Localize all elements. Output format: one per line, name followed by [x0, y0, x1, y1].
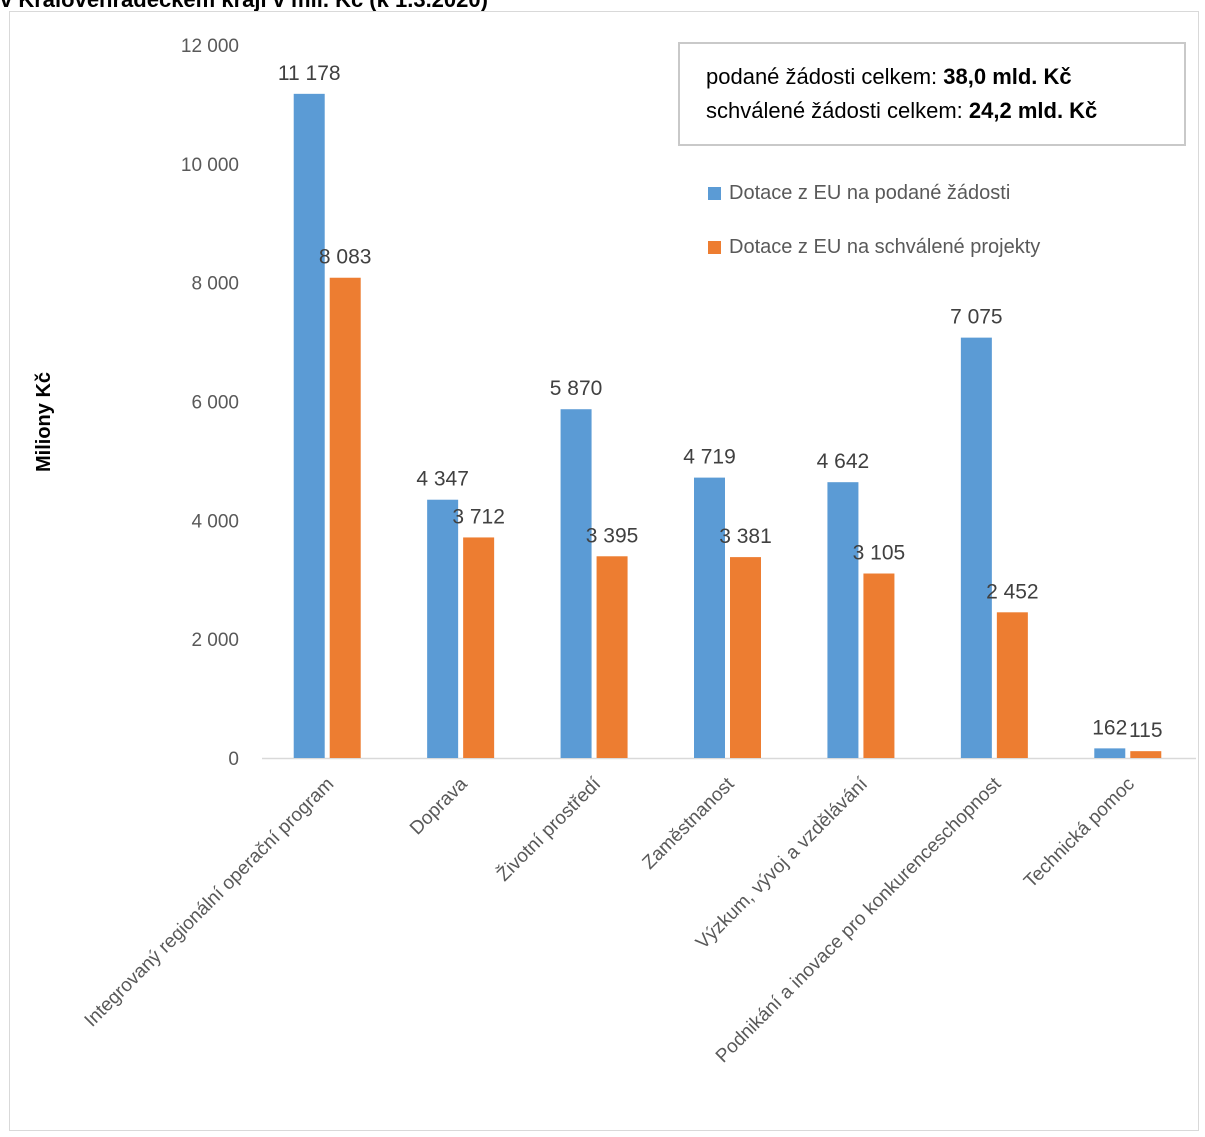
bar-approved [1130, 751, 1162, 758]
bar-approved [996, 612, 1028, 758]
bar-submitted [694, 477, 725, 758]
totals-box: podané žádosti celkem: 38,0 mld. Kč schv… [678, 42, 1186, 146]
bar-submitted [427, 499, 459, 758]
x-category-label: Životní prostředí [492, 772, 605, 885]
legend-label-approved: Dotace z EU na schválené projekty [729, 235, 1041, 258]
x-axis-categories: Integrovaný regionální operační program D… [81, 772, 1139, 1067]
bar-submitted [1094, 748, 1126, 758]
bar-approved [730, 557, 761, 758]
bar-submitted [960, 337, 992, 758]
bar-value-label: 8 083 [319, 246, 372, 269]
y-tick-label: 4 000 [191, 511, 239, 532]
approved-total-value: 24,2 mld. Kč [968, 98, 1098, 123]
chart-frame [9, 11, 1199, 1131]
legend-label-submitted: Dotace z EU na podané žádosti [729, 181, 1011, 204]
y-tick-label: 12 000 [181, 36, 239, 57]
bar-submitted [293, 93, 325, 758]
bar-approved [329, 277, 361, 758]
bar-value-label: 5 870 [550, 377, 603, 400]
y-tick-label: 0 [228, 749, 239, 770]
bar-value-label: 115 [1129, 719, 1162, 742]
chart-title: v Královéhradeckém kraji v mil. Kč (k 1.… [0, 0, 1205, 13]
bar-value-label: 2 452 [986, 580, 1039, 603]
x-category-label: Podnikání a inovace pro konkurenceschopn… [712, 773, 1006, 1067]
bar-value-label: 3 395 [586, 524, 639, 547]
y-tick-label: 10 000 [181, 155, 239, 176]
bar-approved [863, 573, 895, 758]
bar-value-label: 4 719 [683, 446, 736, 469]
bar-value-label: 4 347 [416, 468, 469, 491]
data-labels: 11 178 8 083 4 347 3 712 5 870 3 395 4 719 3 38… [278, 62, 1163, 742]
y-tick-label: 6 000 [191, 393, 239, 414]
bar-value-label: 7 075 [950, 306, 1003, 329]
y-tick-label: 2 000 [191, 630, 239, 651]
legend-swatch-submitted [708, 186, 721, 200]
submitted-total: podané žádosti celkem: 38,0 mld. Kč [706, 60, 1184, 94]
bar-submitted [560, 409, 592, 758]
bars [293, 93, 1162, 758]
approved-total-label: schválené žádosti celkem: [706, 98, 969, 123]
x-category-label: Technická pomoc [1020, 774, 1139, 893]
bar-value-label: 162 [1092, 716, 1127, 739]
bar-value-label: 4 642 [817, 450, 870, 473]
bar-value-label: 3 712 [452, 505, 505, 528]
bar-value-label: 3 105 [853, 542, 906, 565]
y-axis: 0 2 000 4 000 6 000 8 000 10 000 12 000 [181, 36, 1196, 770]
x-category-label: Zaměstnanost [639, 773, 739, 873]
bar-submitted [827, 482, 859, 758]
bar-value-label: 11 178 [278, 62, 341, 85]
submitted-total-value: 38,0 mld. Kč [943, 64, 1072, 89]
y-axis-label: Miliony Kč [33, 372, 55, 472]
bar-value-label: 3 381 [719, 525, 772, 548]
submitted-total-label: podané žádosti celkem: [706, 64, 944, 89]
legend-item-approved: Dotace z EU na schválené projekty [708, 234, 1040, 260]
bar-approved [463, 537, 495, 758]
approved-total: schválené žádosti celkem: 24,2 mld. Kč [706, 94, 1184, 128]
legend-item-submitted: Dotace z EU na podané žádosti [708, 180, 1010, 206]
x-category-label: Integrovaný regionální operační program [81, 774, 339, 1032]
legend-swatch-approved [708, 240, 721, 254]
x-category-label: Doprava [406, 773, 472, 839]
bar-approved [596, 556, 628, 758]
y-tick-label: 8 000 [191, 274, 239, 295]
